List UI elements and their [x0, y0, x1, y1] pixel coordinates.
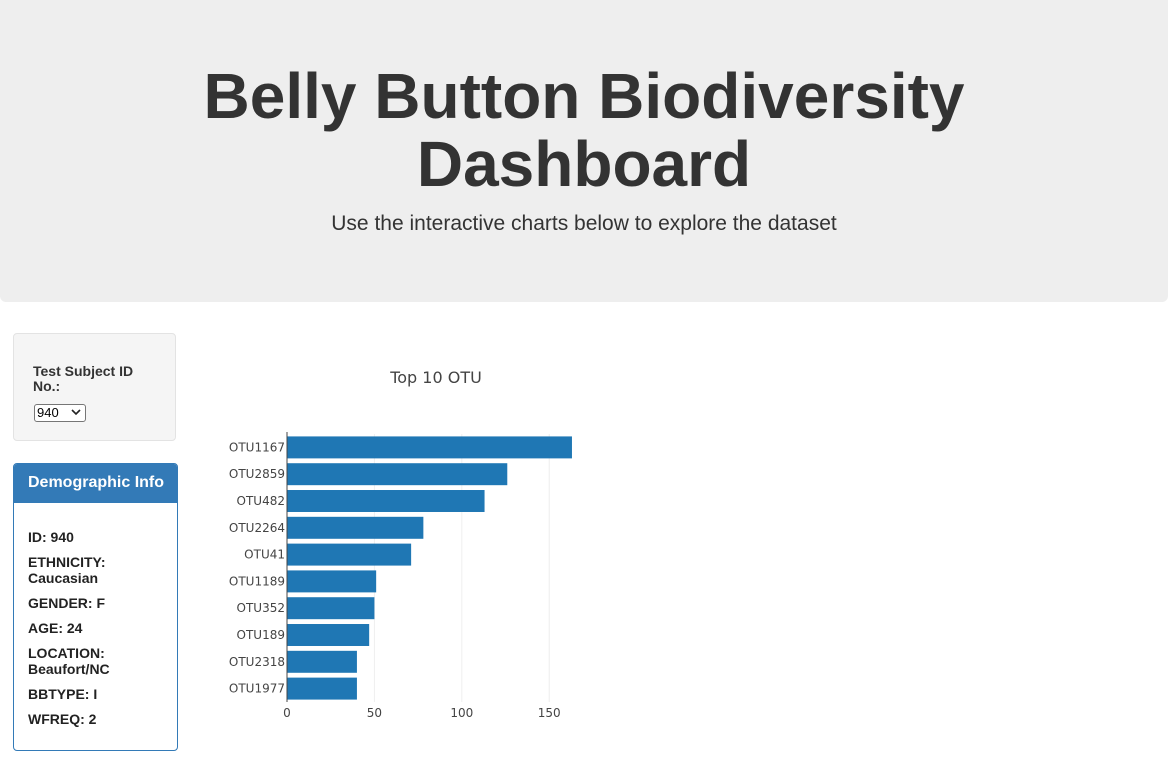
x-tick-label: 150 — [538, 706, 561, 720]
chart-title: Top 10 OTU — [389, 368, 482, 387]
subject-id-selected-value: 940 — [37, 405, 59, 420]
y-tick-label: OTU2318 — [229, 655, 285, 669]
bar-otu1189 — [287, 570, 377, 593]
demographic-info-row: ID: 940 — [28, 529, 74, 545]
demographic-info-row: LOCATION: Beaufort/NC — [28, 645, 110, 677]
bar-otu189 — [287, 624, 370, 646]
demographic-info-body: ID: 940 ETHNICITY: Caucasian GENDER: F AGE:… — [14, 503, 177, 727]
demographic-info-row: GENDER: F — [28, 595, 105, 611]
demographic-info-row: AGE: 24 — [28, 620, 83, 636]
demographic-info-row: WFREQ: 2 — [28, 711, 97, 727]
bar-otu2264 — [287, 516, 424, 539]
x-tick-label: 50 — [367, 706, 382, 720]
y-tick-label: OTU1167 — [229, 440, 285, 454]
bar-otu482 — [287, 490, 485, 512]
subject-selector-label: Test Subject ID No.: — [33, 363, 134, 394]
y-tick-label: OTU41 — [244, 548, 285, 562]
bar-otu2318 — [287, 650, 357, 673]
page-title: Belly Button Biodiversity Dashboard — [0, 62, 1168, 198]
bar-otu2859 — [287, 463, 508, 486]
subject-id-select[interactable]: 940 — [34, 404, 86, 422]
y-tick-label: OTU189 — [237, 628, 285, 642]
bar-otu1167 — [287, 436, 572, 459]
bar-otu41 — [287, 543, 412, 566]
y-tick-label: OTU482 — [237, 494, 285, 508]
subject-selector-panel: Test Subject ID No.: 940 — [13, 333, 176, 441]
y-tick-label: OTU2264 — [229, 521, 285, 535]
y-tick-label: OTU1189 — [229, 574, 285, 588]
demographic-info-row: BBTYPE: I — [28, 686, 98, 702]
y-tick-label: OTU1977 — [229, 682, 285, 696]
x-tick-label: 0 — [283, 706, 291, 720]
x-tick-label: 100 — [450, 706, 473, 720]
page-title-line-2: Dashboard — [416, 128, 752, 200]
chevron-down-icon — [71, 406, 81, 424]
y-tick-label: OTU2859 — [229, 467, 285, 481]
page-subtitle: Use the interactive charts below to expl… — [331, 212, 837, 235]
top-otu-chart-svg: Top 10 OTU 0 50 100 150 OTU1167 OTU2859 OTU482 O… — [229, 368, 572, 720]
top-otu-chart: Top 10 OTU 0 50 100 150 OTU1167 OTU2859 OTU482 O… — [215, 350, 635, 750]
y-tick-label: OTU352 — [237, 601, 285, 615]
bar-otu352 — [287, 597, 375, 620]
demographic-info-panel: Demographic Info ID: 940 ETHNICITY: Cauca… — [13, 463, 178, 751]
demographic-info-heading: Demographic Info — [14, 464, 177, 503]
bar-otu1977 — [287, 677, 357, 700]
demographic-info-row: ETHNICITY: Caucasian — [28, 554, 106, 586]
page-title-line-1: Belly Button Biodiversity — [203, 60, 965, 132]
header-banner: Belly Button Biodiversity Dashboard Use … — [0, 0, 1168, 302]
